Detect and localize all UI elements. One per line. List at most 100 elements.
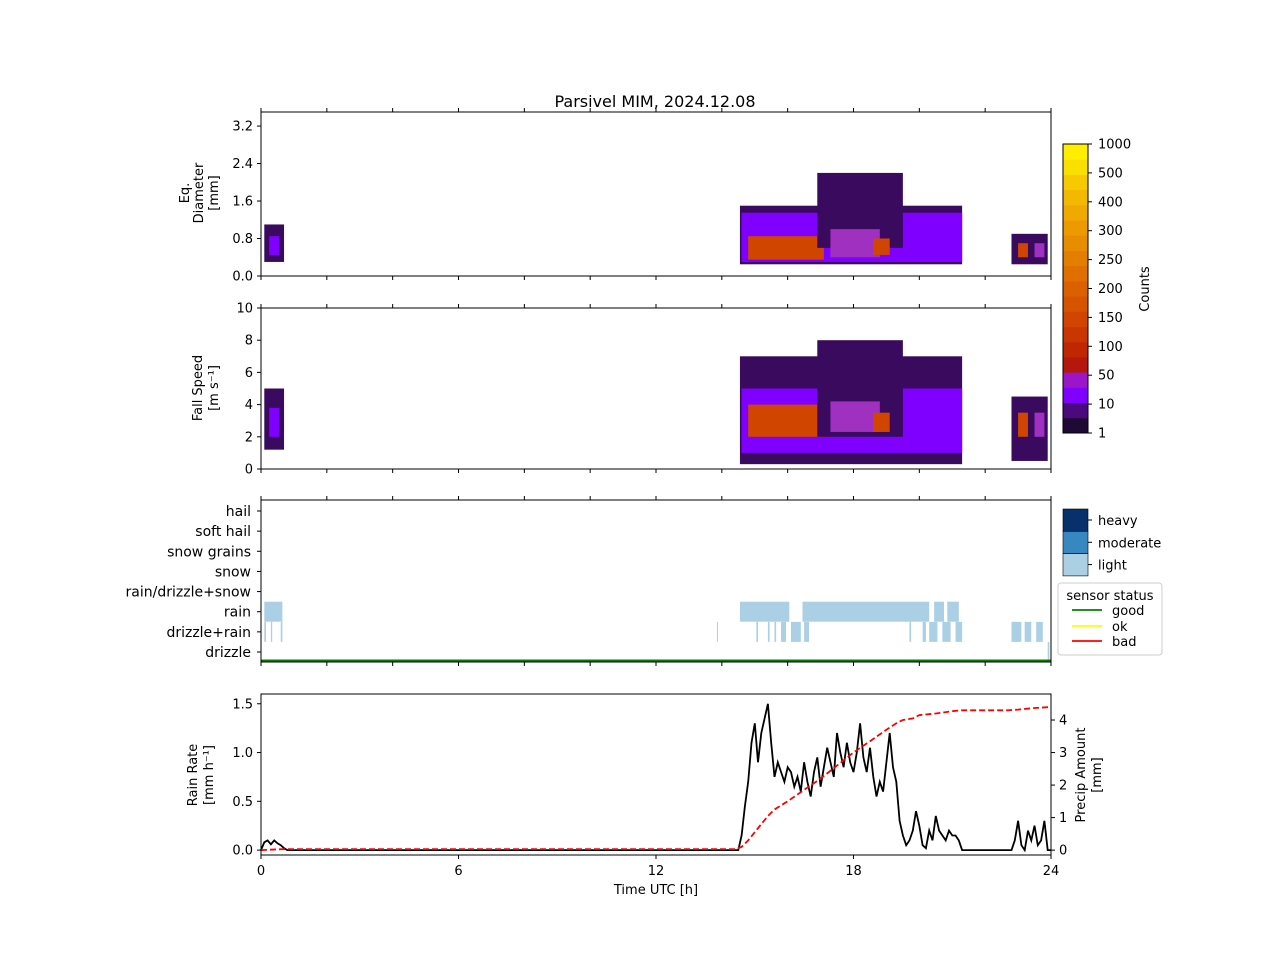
diameter-cell	[748, 236, 824, 260]
ptype-segment	[716, 621, 718, 642]
fallspeed-cell	[873, 412, 890, 432]
diameter-cell	[1018, 243, 1028, 258]
ptype-segment	[1047, 642, 1050, 662]
diameter-cell	[830, 229, 880, 258]
diameter-ytick-label: 0.0	[232, 270, 253, 285]
ptype-segment	[280, 621, 283, 642]
sensor-status-ok-label: ok	[1112, 620, 1128, 635]
colorbar-swatch	[1063, 159, 1088, 175]
colorbar: 1 10 50 100 150 200 250 300 400 500 1000 Counts	[1062, 138, 1153, 442]
ptype-segment	[270, 621, 273, 642]
diameter-panel: 0.0 0.8 1.6 2.4 3.2 Eq. Diameter [mm]	[178, 108, 1052, 285]
rainrate-frame	[260, 693, 1052, 856]
fallspeed-cell	[830, 401, 880, 432]
diameter-cell	[269, 236, 280, 255]
ptype-category-label: rain	[224, 605, 251, 621]
diameter-ytick-label: 0.8	[232, 232, 253, 247]
precip-ytick-label: 0	[1059, 844, 1067, 859]
ptype-axes: hail soft hail snow grains snow rain/drizzle…	[126, 496, 1052, 666]
diameter-ytick-label: 1.6	[232, 195, 253, 210]
ptype-segment	[774, 621, 777, 642]
sensor-status-title: sensor status	[1066, 589, 1153, 604]
fallspeed-ytick-label: 8	[245, 334, 253, 349]
fallspeed-ytick-label: 0	[245, 463, 253, 478]
ptype-category-label: soft hail	[195, 524, 251, 540]
fallspeed-ylabel-line1: Fall Speed	[191, 355, 206, 421]
diameter-ytick-label: 2.4	[232, 157, 253, 172]
intensity-legend: heavy moderate light	[1062, 508, 1161, 577]
diameter-ylabel-line2: Diameter	[192, 162, 207, 223]
figure-title: Parsivel MIM, 2024.12.08	[554, 92, 755, 111]
fallspeed-ytick-label: 10	[236, 302, 253, 317]
sensor-status-legend-box	[1057, 582, 1163, 656]
fallspeed-cell	[1034, 412, 1045, 437]
diameter-axes: 0.0 0.8 1.6 2.4 3.2	[232, 108, 1052, 285]
ptype-segment	[909, 621, 912, 642]
ptype-category-label: snow grains	[167, 544, 251, 560]
diameter-heatmap	[264, 172, 1048, 265]
intensity-swatch	[1062, 530, 1089, 554]
ptype-segments	[261, 601, 1051, 662]
precip-ytick-label: 4	[1059, 714, 1067, 729]
fallspeed-ytick-label: 2	[245, 430, 253, 445]
colorbar-tick-label: 300	[1098, 224, 1123, 239]
colorbar-tick-label: 1000	[1098, 138, 1131, 153]
ptype-category-label: snow	[215, 564, 251, 580]
colorbar-swatch	[1063, 372, 1088, 388]
colorbar-swatch	[1063, 387, 1088, 404]
colorbar-swatch	[1063, 341, 1088, 358]
fallspeed-ytick-label: 4	[245, 398, 253, 413]
colorbar-swatch	[1063, 280, 1088, 297]
ptype-segment	[1024, 621, 1032, 642]
colorbar-swatch	[1063, 250, 1088, 267]
ptype-segment	[767, 621, 770, 642]
colorbar-swatch	[1063, 417, 1088, 434]
intensity-label: light	[1098, 559, 1127, 574]
diameter-ylabel-line3: [mm]	[207, 175, 222, 210]
sensor-status-good-label: good	[1112, 604, 1144, 619]
fallspeed-cell	[269, 407, 280, 437]
ptype-segment	[790, 621, 801, 642]
ptype-segment	[1011, 621, 1022, 642]
ptype-segment	[934, 601, 945, 622]
rainrate-ytick-label: 1.5	[232, 697, 253, 712]
fallspeed-cell	[748, 404, 824, 437]
ptype-segment	[929, 621, 938, 642]
colorbar-tick-label: 10	[1098, 398, 1115, 413]
intensity-swatch	[1062, 508, 1089, 532]
x-tick-label: 18	[845, 864, 862, 879]
precip-ytick-label: 3	[1059, 746, 1067, 761]
sensor-status-bad-label: bad	[1112, 635, 1136, 650]
colorbar-swatch	[1063, 204, 1088, 221]
colorbar-swatch	[1063, 356, 1088, 373]
colorbar-tick-label: 150	[1098, 311, 1123, 326]
colorbar-swatch	[1063, 326, 1088, 343]
colorbar-tick-label: 250	[1098, 253, 1123, 268]
x-axis-label: Time UTC [h]	[613, 883, 698, 898]
colorbar-swatches: 1 10 50 100 150 200 250 300 400 500 1000	[1062, 138, 1131, 442]
fallspeed-axes: 0 2 4 6 8 10	[236, 302, 1052, 478]
colorbar-swatch	[1063, 235, 1088, 251]
fallspeed-ytick-label: 6	[245, 366, 253, 381]
fallspeed-panel: 0 2 4 6 8 10 Fall Speed [m s⁻¹]	[191, 302, 1052, 478]
ptype-segment	[802, 601, 930, 622]
x-tick-label: 6	[454, 864, 462, 879]
diameter-cell	[873, 238, 890, 255]
sensor-status-legend: sensor status good ok bad	[1057, 582, 1163, 656]
colorbar-tick-label: 200	[1098, 282, 1123, 297]
ptype-segment	[264, 601, 283, 622]
rainrate-ytick-label: 0.0	[232, 844, 253, 859]
ptype-segment	[1036, 621, 1043, 642]
x-tick-label: 24	[1043, 864, 1060, 879]
x-tick-label: 0	[257, 864, 265, 879]
rainrate-ylabel-line1: Rain Rate	[186, 744, 201, 807]
colorbar-swatch	[1063, 220, 1088, 236]
ptype-segment	[955, 621, 963, 642]
precip-ylabel-line2: [mm]	[1090, 757, 1105, 792]
colorbar-swatch	[1063, 144, 1088, 160]
ptype-segment	[942, 621, 951, 642]
ptype-segment	[781, 621, 787, 642]
colorbar-tick-label: 1	[1098, 427, 1106, 442]
ptype-segment	[947, 601, 959, 622]
